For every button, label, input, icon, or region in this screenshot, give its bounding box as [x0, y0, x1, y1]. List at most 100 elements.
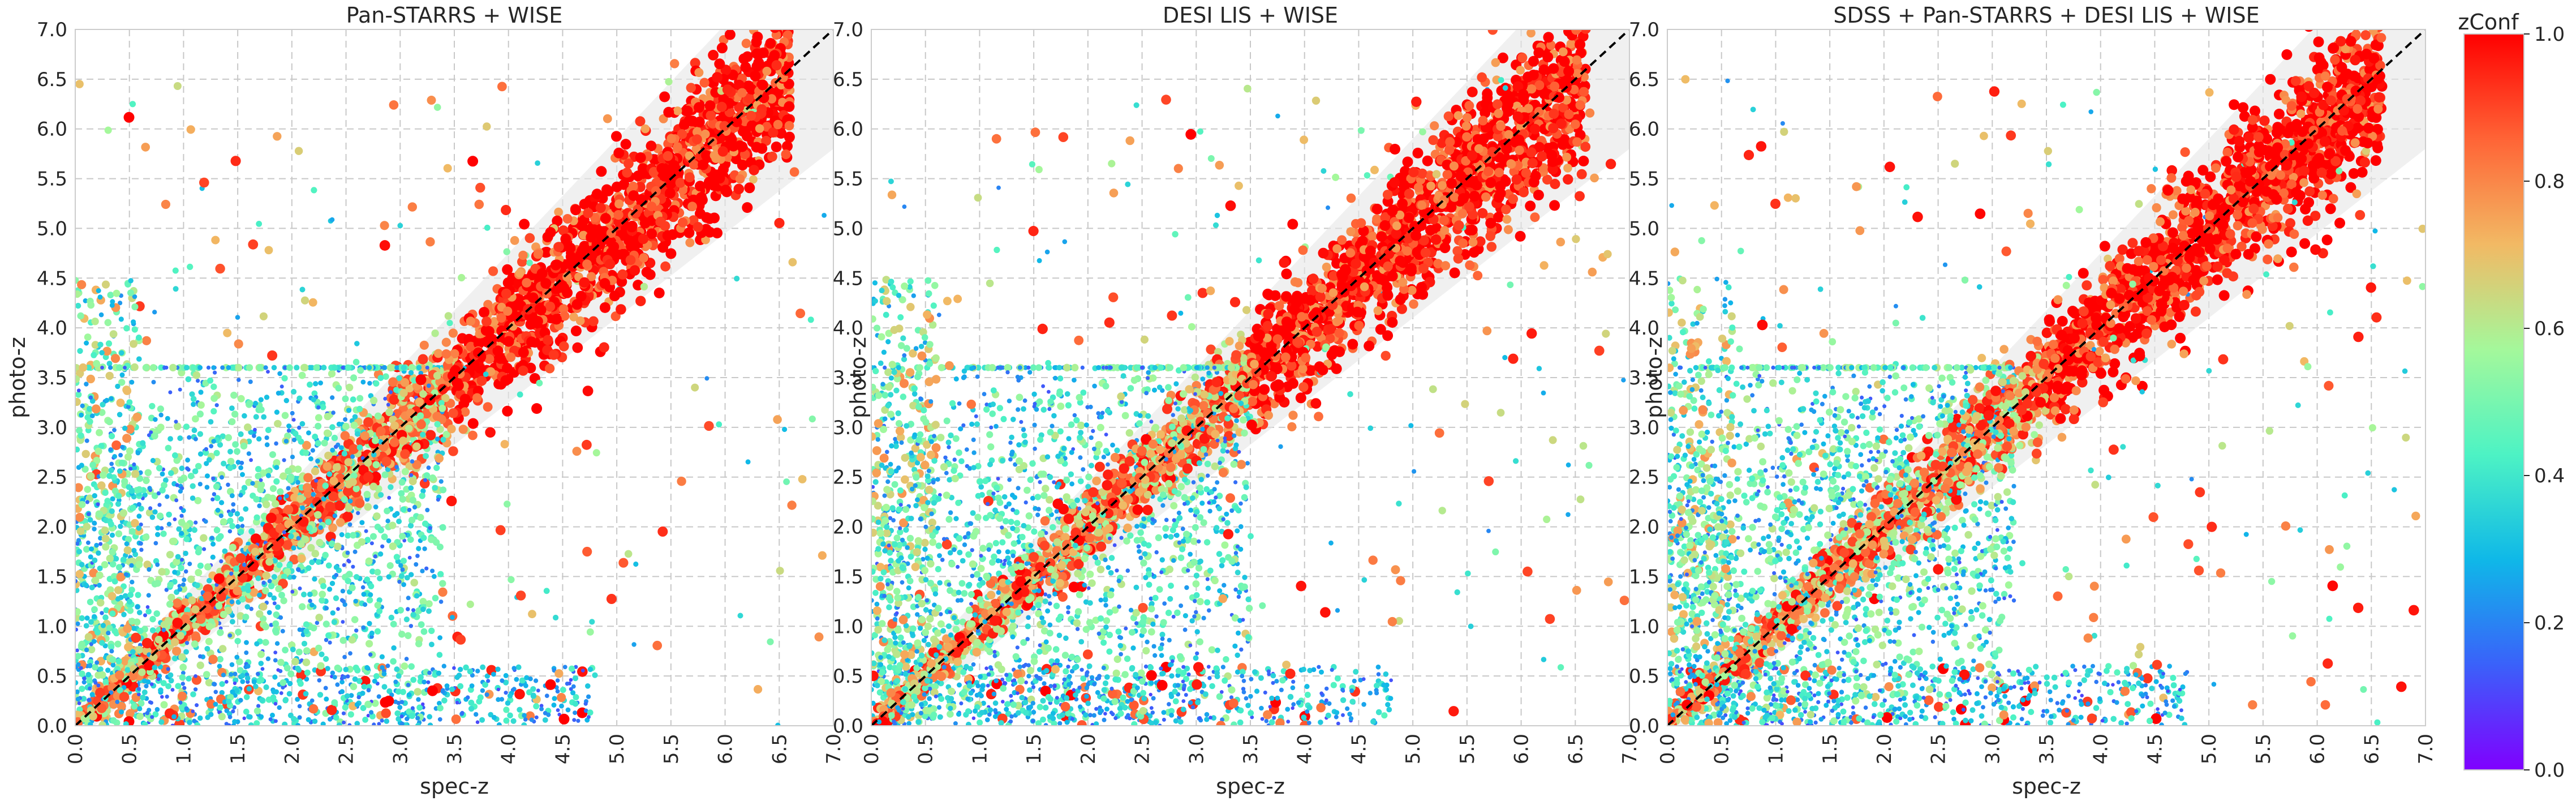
data-point — [436, 498, 441, 502]
data-point — [217, 442, 223, 448]
data-point — [410, 579, 418, 586]
data-point — [149, 514, 156, 520]
data-point — [386, 363, 395, 372]
data-point — [128, 618, 136, 625]
data-point — [526, 689, 532, 696]
data-point — [422, 546, 427, 551]
data-point — [399, 389, 408, 397]
data-point — [94, 447, 102, 455]
data-point — [515, 590, 526, 601]
data-point — [316, 405, 321, 410]
data-point — [822, 213, 827, 218]
data-point — [345, 383, 354, 392]
data-point — [320, 583, 327, 589]
data-point — [665, 187, 676, 199]
data-point — [205, 473, 210, 479]
data-point — [364, 529, 368, 533]
data-point — [163, 477, 169, 483]
data-point — [239, 596, 246, 603]
data-point — [316, 538, 324, 547]
data-point — [291, 438, 297, 443]
data-point — [131, 626, 137, 631]
data-point — [428, 627, 435, 635]
data-point — [240, 679, 246, 684]
data-point — [463, 664, 469, 671]
data-point — [195, 569, 203, 576]
data-point — [193, 520, 198, 525]
data-point — [765, 38, 776, 49]
data-point — [273, 650, 278, 654]
data-point — [128, 278, 134, 284]
data-point — [394, 710, 401, 717]
data-point — [178, 700, 183, 705]
data-point — [230, 156, 241, 166]
data-point — [291, 545, 296, 551]
data-point — [192, 371, 201, 379]
data-point — [179, 674, 186, 681]
data-point — [210, 408, 217, 415]
data-point — [97, 583, 102, 588]
data-point — [221, 460, 227, 467]
data-point — [496, 722, 502, 726]
data-point — [572, 675, 579, 682]
data-point — [193, 687, 198, 692]
data-point — [474, 199, 484, 209]
data-point — [694, 194, 706, 205]
data-point — [581, 669, 585, 673]
data-point — [447, 425, 456, 434]
data-point — [203, 449, 209, 456]
data-point — [616, 304, 626, 315]
data-point — [716, 421, 723, 428]
data-point — [151, 492, 158, 499]
data-point — [76, 388, 81, 393]
data-point — [336, 421, 342, 427]
data-point — [306, 717, 311, 722]
data-point — [117, 412, 123, 418]
data-point — [411, 608, 416, 613]
data-point — [312, 434, 319, 440]
data-point — [213, 526, 221, 534]
data-point — [567, 260, 579, 272]
data-point — [342, 422, 350, 430]
data-point — [137, 706, 143, 712]
data-point — [303, 691, 309, 697]
data-point — [739, 18, 750, 29]
data-point — [97, 481, 106, 490]
data-point — [738, 53, 750, 65]
data-point — [191, 633, 201, 643]
data-point — [528, 610, 536, 619]
data-point — [767, 151, 777, 162]
data-point — [351, 616, 359, 623]
data-point — [178, 564, 184, 572]
data-point — [274, 419, 282, 428]
data-point — [366, 688, 371, 693]
data-point — [183, 649, 189, 655]
data-point — [109, 610, 116, 617]
data-point — [213, 449, 220, 456]
data-point — [377, 375, 384, 382]
data-point — [115, 383, 121, 389]
data-point — [176, 526, 182, 532]
data-point — [427, 670, 432, 675]
data-point — [265, 656, 271, 661]
data-point — [506, 352, 516, 362]
data-point — [197, 715, 203, 721]
data-point — [75, 446, 80, 453]
data-point — [380, 718, 384, 723]
data-point — [495, 525, 506, 536]
data-point — [384, 718, 390, 724]
data-point — [754, 685, 763, 694]
data-point — [194, 582, 200, 589]
data-point — [119, 372, 125, 378]
data-point — [175, 483, 179, 487]
data-point — [761, 135, 771, 146]
data-point — [166, 551, 174, 559]
data-point — [565, 242, 576, 254]
data-point — [238, 697, 243, 703]
data-point — [165, 416, 170, 421]
data-point — [420, 488, 426, 494]
data-point — [158, 568, 166, 576]
data-point — [356, 511, 360, 515]
data-point — [420, 431, 426, 438]
data-point — [408, 572, 414, 577]
